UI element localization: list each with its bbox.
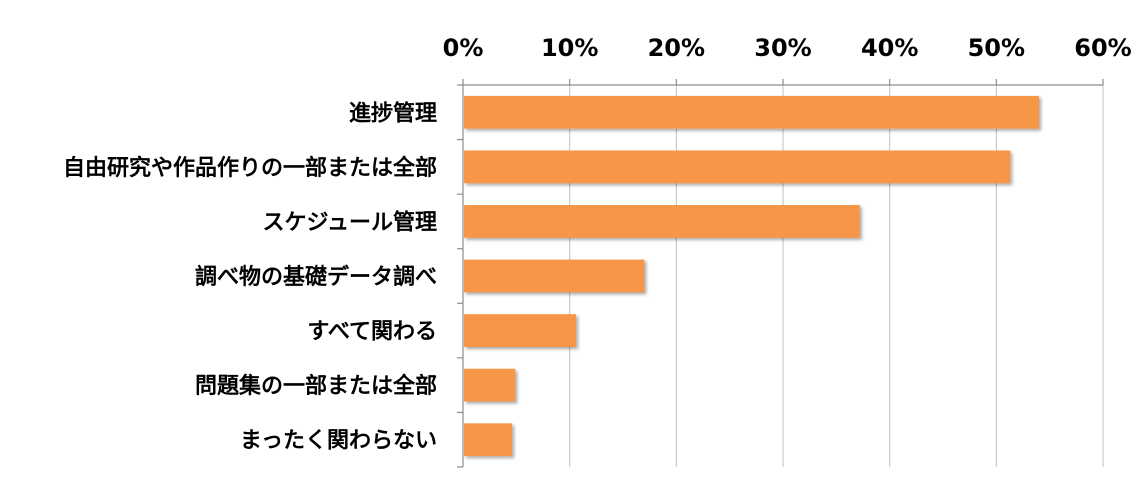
- x-tick-label: 40%: [861, 34, 918, 62]
- category-label: スケジュール管理: [263, 209, 437, 235]
- bar: [464, 95, 1039, 129]
- x-axis-ticks: 0% 10% 20% 30% 40% 50% 60%: [443, 34, 1132, 85]
- bar: [464, 423, 513, 457]
- bar: [464, 259, 645, 293]
- x-tick-label: 20%: [648, 34, 705, 62]
- category-label: 進捗管理: [349, 100, 437, 126]
- category-labels: 進捗管理自由研究や作品作りの一部または全部スケジュール管理調べ物の基礎データ調べ…: [63, 100, 437, 453]
- bar: [464, 205, 860, 238]
- category-label: まったく関わらない: [240, 429, 437, 454]
- bar: [464, 150, 1011, 184]
- x-tick-label: 0%: [443, 34, 484, 62]
- category-label: すべて関わる: [307, 320, 437, 345]
- x-tick-label: 30%: [754, 34, 811, 62]
- bar: [464, 368, 516, 402]
- x-tick-label: 60%: [1074, 34, 1131, 62]
- category-label: 調べ物の基礎データ調べ: [195, 264, 437, 290]
- category-label: 自由研究や作品作りの一部または全部: [63, 155, 437, 181]
- bar: [464, 314, 577, 347]
- x-tick-label: 50%: [968, 34, 1025, 62]
- axis-lines: [457, 84, 1103, 468]
- category-label: 問題集の一部または全部: [195, 373, 437, 399]
- bars: [464, 95, 1039, 457]
- gridlines: [569, 85, 1104, 467]
- x-tick-label: 10%: [541, 34, 598, 62]
